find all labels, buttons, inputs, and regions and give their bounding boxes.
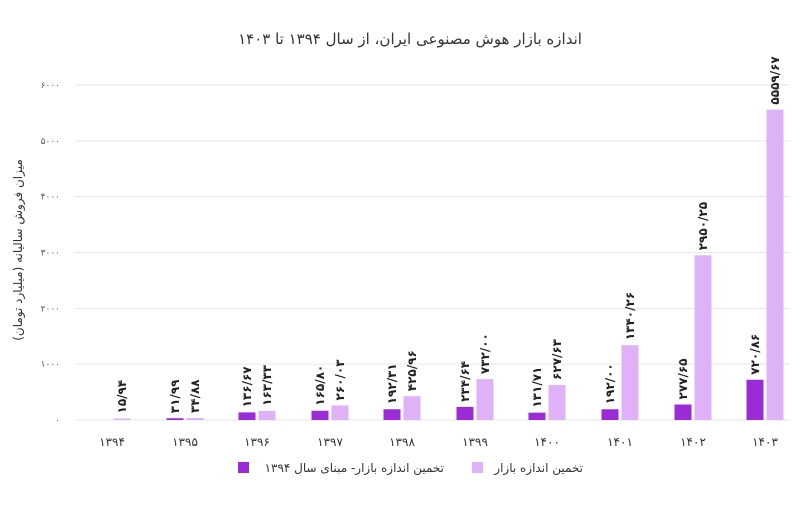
bar: [476, 379, 494, 420]
data-label: ۱۹۲/۳۱: [385, 363, 399, 404]
x-tick-label: ۱۴۰۰: [534, 435, 560, 449]
bars: [113, 109, 784, 421]
data-label: ۲۶۰/۰۳: [333, 359, 347, 401]
x-tick-label: ۱۳۹۷: [317, 435, 343, 449]
legend-swatch-base-1394: [238, 462, 249, 473]
y-tick-label: ۱۰۰۰: [41, 360, 60, 370]
x-tick-label: ۱۳۹۶: [244, 435, 270, 449]
x-tick-label: ۱۳۹۴: [99, 435, 125, 449]
bar: [113, 418, 131, 420]
bar: [331, 405, 349, 420]
legend: تخمین اندازه بازار- مبنای سال ۱۳۹۴ تخمین…: [238, 461, 583, 476]
bar: [258, 410, 276, 420]
y-tick-label: ۳۰۰۰: [41, 249, 60, 259]
x-tick-label: ۱۳۹۹: [462, 435, 488, 449]
bar: [621, 345, 639, 420]
bar: [311, 410, 329, 420]
data-label: ۱۶۳/۳۳: [260, 364, 274, 406]
bar: [601, 409, 619, 420]
data-labels: ۱۵/۹۴ ۳۱/۹۹ ۳۴/۸۸ ۱۳۶/۶۷ ۱۶۳/۳۳ ۱۶۵/۸۰ ۲۶۰/۰۳ ۱…: [115, 56, 782, 414]
bar: [186, 418, 204, 420]
legend-label-market-size: تخمین اندازه بازار: [493, 461, 583, 476]
data-label: ۵۵۵۹/۶۷: [768, 56, 782, 105]
data-label: ۱۳۴۰/۲۶: [623, 292, 637, 340]
data-label: ۱۳۶/۶۷: [240, 366, 254, 408]
bar: [403, 396, 421, 420]
bar: [166, 418, 184, 420]
chart-title: اندازه بازار هوش مصنوعی ایران، از سال ۱۳…: [238, 30, 582, 48]
bar: [674, 404, 692, 420]
x-tick-label: ۱۴۰۲: [680, 435, 706, 449]
data-label: ۶۲۷/۶۳: [550, 338, 564, 380]
data-label: ۱۹۲/۰۰: [603, 363, 617, 404]
data-label: ۷۲۰/۸۶: [748, 334, 762, 375]
y-tick-label: ۲۰۰۰: [41, 304, 60, 314]
data-label: ۲۳۴/۶۴: [458, 361, 472, 402]
data-label: ۴۲۵/۹۶: [405, 350, 419, 391]
data-label: ۲۹۵۰/۲۵: [696, 202, 710, 250]
bar: [456, 406, 474, 420]
y-tick-label: ۶۰۰۰: [41, 81, 60, 91]
x-tick-label: ۱۳۹۸: [389, 435, 415, 449]
y-tick-label: ۵۰۰۰: [41, 137, 60, 147]
data-label: ۳۱/۹۹: [168, 379, 182, 413]
data-label: ۳۴/۸۸: [188, 379, 202, 413]
data-label: ۱۳۱/۷۱: [530, 367, 544, 408]
legend-swatch-market-size: [472, 462, 483, 473]
legend-label-base-1394: تخمین اندازه بازار- مبنای سال ۱۳۹۴: [265, 461, 444, 476]
data-label: ۷۳۲/۰۰: [478, 333, 492, 374]
bar: [528, 412, 546, 420]
y-axis-label: میزان فروش سالیانه (میلیارد تومان): [11, 159, 26, 341]
bar: [766, 109, 784, 421]
bar: [238, 412, 256, 420]
x-tick-label: ۱۴۰۳: [752, 435, 778, 449]
x-axis-ticks: ۱۳۹۴ ۱۳۹۵ ۱۳۹۶ ۱۳۹۷ ۱۳۹۸ ۱۳۹۹ ۱۴۰۰ ۱۴۰۱ ۱۴۰۲ ۱۴۰۳: [99, 435, 778, 449]
data-label: ۱۵/۹۴: [115, 380, 129, 414]
x-tick-label: ۱۴۰۱: [607, 435, 633, 449]
bar: [694, 255, 712, 420]
data-label: ۱۶۵/۸۰: [313, 365, 327, 406]
x-tick-label: ۱۳۹۵: [172, 435, 198, 449]
gridlines: [75, 84, 790, 421]
y-tick-label: ۰: [55, 416, 60, 426]
bar: [746, 379, 764, 420]
y-axis-ticks: ۰ ۱۰۰۰ ۲۰۰۰ ۳۰۰۰ ۴۰۰۰ ۵۰۰۰ ۶۰۰۰: [41, 81, 60, 426]
bar: [383, 409, 401, 420]
bar: [548, 384, 566, 420]
data-label: ۲۷۷/۶۵: [676, 358, 690, 399]
y-tick-label: ۴۰۰۰: [41, 193, 60, 203]
